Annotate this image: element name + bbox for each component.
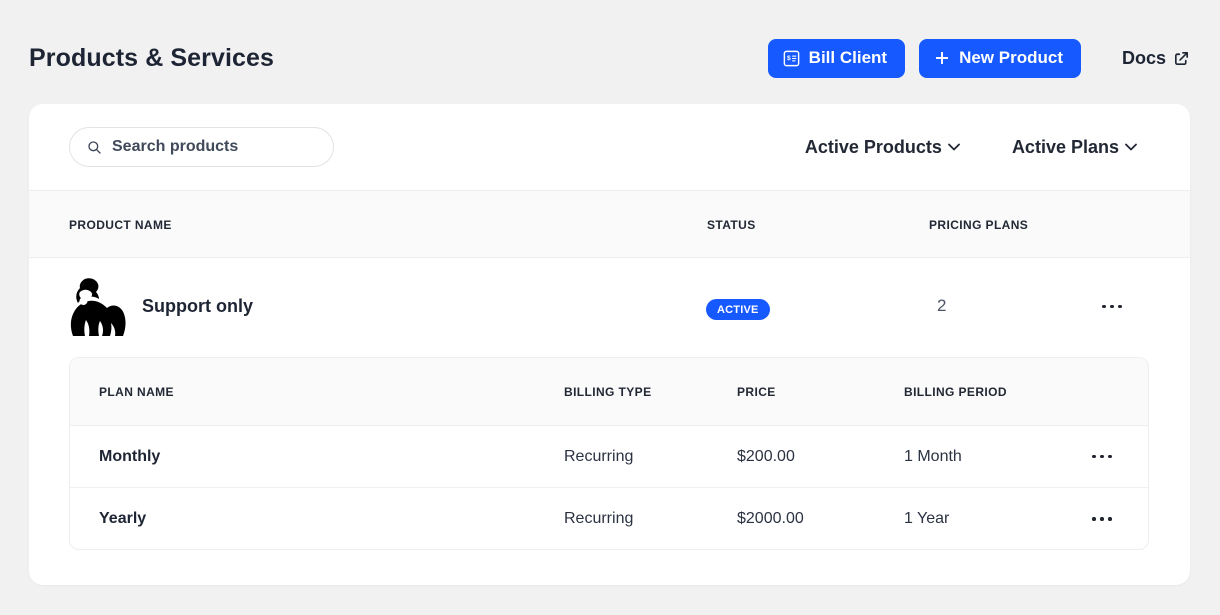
svg-text:$: $	[787, 54, 791, 61]
